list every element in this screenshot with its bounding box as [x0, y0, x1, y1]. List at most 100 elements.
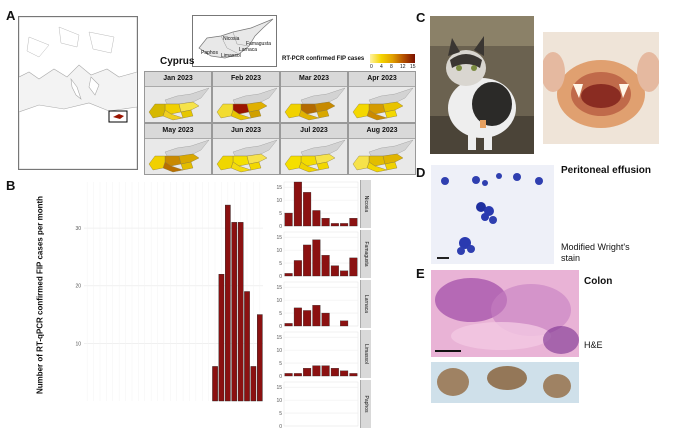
- facet-y-tick-label: 5: [279, 211, 282, 217]
- month-label: Aug 2023: [349, 124, 415, 139]
- month-label: Jul 2023: [281, 124, 347, 139]
- facet-bar: [340, 370, 349, 377]
- legend-ticks: 0 4 8 12 15: [370, 64, 418, 71]
- facet-y-tick-label: 15: [276, 285, 282, 291]
- facet-strip: Limassol: [360, 330, 371, 378]
- district-region: [246, 101, 268, 113]
- facet-bar: [293, 260, 302, 277]
- district-region: [384, 161, 398, 171]
- district-region: [248, 161, 262, 171]
- facet-bar: [312, 365, 321, 377]
- facet-strip-label: Famagusta: [363, 241, 369, 267]
- legend-title: RT-PCR confirmed FIP cases: [282, 56, 365, 62]
- y-tick-label: 20: [75, 284, 81, 290]
- bar: [250, 366, 257, 402]
- facet-bar: [293, 307, 302, 327]
- colon-ihc-micrograph: [431, 362, 579, 403]
- facet-y-tick-label: 15: [276, 385, 282, 391]
- facet-chart: 0 5 10 15: [276, 331, 359, 378]
- facet-strip: Nicosia: [360, 180, 371, 228]
- facet-bar: [330, 368, 339, 377]
- district-region: [382, 101, 404, 113]
- facet-bar: [303, 310, 312, 327]
- cyprus-month-map: [352, 139, 414, 173]
- facet-strip-label: Larnaca: [363, 294, 369, 314]
- y-axis-title: Number of RT-qPCR confirmed FIP cases pe…: [35, 195, 45, 395]
- month-label: Jun 2023: [213, 124, 279, 139]
- facet-y-tick-label: 15: [276, 335, 282, 341]
- panel-e-stain-label: H&E: [584, 340, 603, 350]
- facet-strip: Famagusta: [360, 230, 371, 278]
- district-region: [148, 103, 166, 119]
- facet-bar: [284, 323, 293, 327]
- facet-chart: 0 5 10 15: [276, 231, 359, 278]
- cat-mouth-photo: [543, 32, 659, 144]
- district-region: [382, 153, 404, 165]
- facet-strip: Larnaca: [360, 280, 371, 328]
- panel-b-ylabel-wrap: Number of RT-qPCR confirmed FIP cases pe…: [30, 190, 50, 400]
- facet-bar: [321, 312, 330, 327]
- facet-bar: [303, 244, 312, 277]
- district-region: [314, 101, 336, 113]
- legend-tick: 4: [380, 64, 383, 70]
- cat-photo: [430, 16, 534, 154]
- district-region: [352, 155, 370, 171]
- facet-y-tick-label: 10: [276, 398, 282, 404]
- facet-chart: 0 5 10 15: [276, 181, 359, 228]
- facet-y-tick-label: 0: [279, 374, 282, 378]
- district-region: [216, 155, 234, 171]
- facet-bar: [312, 210, 321, 227]
- month-label: Mar 2023: [281, 72, 347, 87]
- month-map-cell: May 2023: [144, 123, 212, 175]
- facet-bar: [303, 368, 312, 377]
- inset-label-paphos: Paphos: [201, 50, 218, 56]
- bar: [237, 222, 244, 402]
- panel-letter-e: E: [416, 266, 425, 281]
- facet-y-tick-label: 10: [276, 298, 282, 304]
- panel-d-stain-label: Modified Wright's stain: [561, 242, 630, 263]
- panel-letter-d: D: [416, 165, 426, 180]
- facet-bar: [321, 365, 330, 377]
- facet-bar: [293, 373, 302, 377]
- facet-bar: [321, 255, 330, 277]
- district-region: [314, 153, 336, 165]
- facet-y-tick-label: 0: [279, 224, 282, 228]
- facet-bar: [312, 239, 321, 277]
- facet-bar: [321, 218, 330, 227]
- month-map-cell: Mar 2023: [280, 71, 348, 123]
- main-bar-chart: 10 20 30: [75, 182, 263, 402]
- panel-letter-b: B: [6, 178, 16, 193]
- facet-bar: [349, 257, 358, 277]
- district-region: [216, 103, 234, 119]
- facet-bar: [330, 223, 339, 227]
- facet-bar: [340, 223, 349, 227]
- cyprus-month-map: [216, 139, 278, 173]
- colon-ihc-graphic: [431, 362, 579, 403]
- cyprus-month-map: [352, 87, 414, 121]
- bar: [225, 204, 231, 402]
- cyprus-inset-graphic: [198, 18, 274, 59]
- facet-bar: [340, 320, 349, 327]
- panel-letter-a: A: [6, 8, 16, 23]
- facet-chart: 0 5 10 15: [276, 281, 359, 328]
- cat-mouth-photo-graphic: [543, 32, 659, 144]
- facet-bar: [284, 273, 293, 277]
- facet-bar: [293, 181, 302, 227]
- facet-bar: [349, 373, 358, 377]
- facet-y-tick-label: 5: [279, 261, 282, 267]
- facet-y-tick-label: 5: [279, 361, 282, 367]
- facet-y-tick-label: 0: [279, 324, 282, 328]
- facet-plot-area: [283, 381, 359, 427]
- cyprus-month-map: [148, 139, 210, 173]
- facet-bar: [330, 265, 339, 277]
- monthly-map-grid: Jan 2023 Feb 2023 Mar 2023 Apr 2023 May 2023…: [144, 71, 416, 175]
- month-map-cell: Apr 2023: [348, 71, 416, 123]
- facet-y-tick-label: 10: [276, 198, 282, 204]
- peritoneal-effusion-micrograph: [431, 165, 554, 264]
- month-map-cell: Aug 2023: [348, 123, 416, 175]
- facet-y-tick-label: 0: [279, 424, 282, 428]
- cyprus-label: Cyprus: [160, 56, 195, 67]
- cyprus-inset-map: Nicosia Famagusta Larnaca Limassol Papho…: [192, 15, 277, 67]
- month-map-cell: Jun 2023: [212, 123, 280, 175]
- cyprus-month-map: [148, 87, 210, 121]
